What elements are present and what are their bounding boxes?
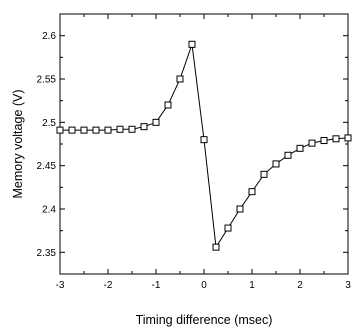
x-tick-label: -3	[56, 280, 65, 291]
data-point-marker	[104, 126, 112, 134]
data-point-marker	[308, 139, 316, 147]
y-tick-label: 2.45	[37, 161, 57, 172]
data-point-marker	[128, 125, 136, 133]
x-tick-label: 1	[249, 280, 255, 291]
y-axis-title: Memory voltage (V)	[11, 89, 25, 198]
data-point-marker	[164, 101, 172, 109]
data-point-marker	[200, 136, 208, 144]
data-point-marker	[68, 126, 76, 134]
y-tick-label: 2.4	[42, 205, 56, 216]
data-point-marker	[80, 126, 88, 134]
data-point-marker	[176, 75, 184, 83]
data-point-marker	[152, 118, 160, 126]
y-tick-label: 2.6	[42, 31, 56, 42]
data-point-marker	[188, 40, 196, 48]
x-tick-label: -1	[152, 280, 161, 291]
data-point-marker	[92, 126, 100, 134]
x-tick-label: -2	[104, 280, 113, 291]
data-point-marker	[320, 137, 328, 145]
y-tick-label: 2.35	[37, 248, 57, 259]
x-axis-title: Timing difference (msec)	[136, 313, 273, 327]
data-point-marker	[296, 144, 304, 152]
x-axis: -3 -2 -1 0 1 2 3	[56, 14, 351, 291]
data-point-marker	[224, 224, 232, 232]
data-point-marker	[116, 125, 124, 133]
data-point-marker	[272, 160, 280, 168]
data-point-marker	[248, 188, 256, 196]
y-tick-label: 2.55	[37, 75, 57, 86]
data-point-marker	[236, 205, 244, 213]
data-point-marker	[344, 134, 352, 142]
data-point-marker	[212, 243, 220, 251]
y-tick-label: 2.5	[42, 118, 56, 129]
series-markers	[56, 40, 352, 251]
y-axis: 2.35 2.4 2.45 2.5 2.55 2.6	[37, 13, 348, 275]
data-point-marker	[332, 135, 340, 143]
data-point-marker	[56, 126, 64, 134]
data-point-marker	[140, 123, 148, 131]
x-tick-label: 3	[345, 280, 351, 291]
data-point-marker	[284, 151, 292, 159]
data-point-marker	[260, 170, 268, 178]
x-tick-label: 2	[297, 280, 303, 291]
series-line	[60, 44, 349, 249]
x-tick-label: 0	[201, 280, 207, 291]
